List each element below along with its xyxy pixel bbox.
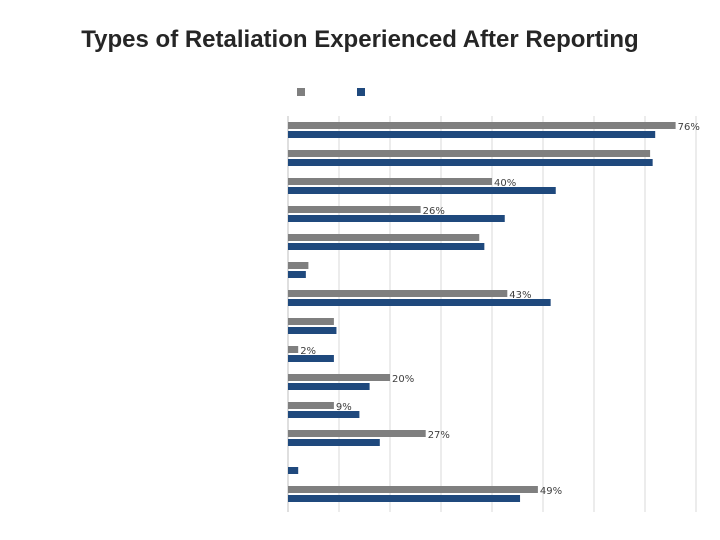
data-label: 20% — [392, 374, 414, 385]
bar-series-1 — [288, 178, 492, 185]
bar-series-2 — [288, 383, 370, 390]
chart-title: Types of Retaliation Experienced After R… — [81, 26, 639, 53]
bar-series-1 — [288, 206, 421, 213]
data-label: 40% — [494, 178, 516, 189]
legend-swatch-series-1 — [297, 88, 305, 96]
data-label: 49% — [540, 486, 562, 497]
bar-series-2 — [288, 439, 380, 446]
bar-series-2 — [288, 215, 505, 222]
data-label: 2% — [300, 346, 316, 357]
bar-series-1 — [288, 122, 676, 129]
bar-series-1 — [288, 374, 390, 381]
bar-series-2 — [288, 327, 337, 334]
bar-series-2 — [288, 131, 656, 138]
bar-series-2 — [288, 159, 653, 166]
bar-series-2 — [288, 187, 556, 194]
bar-series-2 — [288, 355, 334, 362]
data-label: 27% — [428, 430, 450, 441]
bar-series-1 — [288, 346, 299, 353]
bar-series-1 — [288, 290, 508, 297]
data-label: 76% — [678, 122, 700, 133]
bar-series-1 — [288, 430, 426, 437]
bar-series-2 — [288, 495, 521, 502]
bar-series-2 — [288, 411, 360, 418]
data-label: 43% — [509, 290, 531, 301]
data-label: 26% — [423, 206, 445, 217]
bar-series-1 — [288, 486, 538, 493]
bar-series-1 — [288, 402, 334, 409]
bar-series-2 — [288, 467, 299, 474]
bar-series-2 — [288, 243, 485, 250]
bar-series-2 — [288, 299, 551, 306]
bar-series-1 — [288, 234, 480, 241]
legend-swatch-series-2 — [357, 88, 365, 96]
bar-series-2 — [288, 271, 306, 278]
bar-series-1 — [288, 318, 334, 325]
bar-series-1 — [288, 150, 651, 157]
bar-series-1 — [288, 262, 309, 269]
data-label: 9% — [336, 402, 352, 413]
